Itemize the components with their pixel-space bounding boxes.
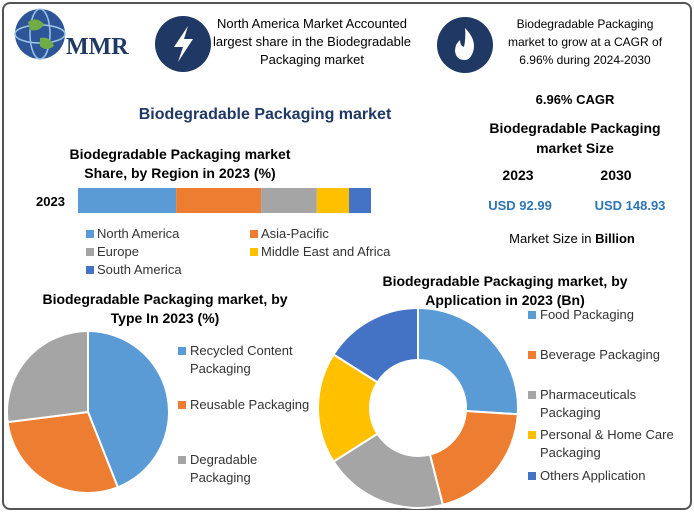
unit-prefix: Market Size in	[509, 231, 592, 246]
main-title: Biodegradable Packaging market	[138, 106, 392, 123]
legend-swatch	[528, 391, 536, 399]
info-text: North America Market Accounted largest s…	[212, 16, 412, 67]
chart-title: Biodegradable Packaging market Share, by…	[69, 146, 291, 181]
legend-swatch	[250, 248, 258, 256]
pie-slice	[87, 329, 170, 489]
pie-slice	[6, 329, 89, 424]
legend-swatch	[178, 456, 186, 464]
chart-title: Biodegradable Packaging market, by Appli…	[382, 273, 628, 308]
lightning-icon	[174, 26, 193, 62]
logo-globe	[14, 8, 66, 60]
chart-title: Biodegradable Packaging market, by Type …	[42, 291, 288, 326]
legend-swatch	[86, 230, 94, 238]
bar-segment	[316, 188, 350, 213]
legend-label: South America	[97, 262, 182, 277]
bar-segment	[349, 188, 371, 213]
donut-slice	[428, 409, 519, 507]
legend-label: Pharmaceuticals Packaging	[540, 387, 637, 420]
legend-label: Beverage Packaging	[540, 347, 660, 362]
legend-label: Recycled Content Packaging	[190, 343, 293, 376]
donut-slice	[332, 432, 445, 509]
y-tick-label: 2023	[36, 194, 65, 209]
flame-icon	[455, 28, 474, 60]
legend-label: Food Packaging	[540, 307, 634, 322]
legend-label: Reusable Packaging	[190, 397, 310, 412]
bar-segment	[78, 188, 177, 213]
legend-swatch	[528, 431, 536, 439]
size-value: USD 92.99	[488, 198, 552, 213]
logo-text: MMR	[66, 34, 129, 60]
legend-label: Degradable Packaging	[190, 452, 258, 485]
legend-swatch	[528, 351, 536, 359]
donut-slice	[332, 306, 419, 384]
info-text: Biodegradable Packaging market to grow a…	[507, 17, 663, 67]
legend-swatch	[528, 472, 536, 480]
legend-label: Others Application	[540, 468, 646, 483]
legend-swatch	[528, 311, 536, 319]
cagr: 6.96% CAGR	[535, 92, 615, 107]
legend-label: Asia-Pacific	[261, 226, 329, 241]
legend-swatch	[250, 230, 258, 238]
year: 2023	[502, 167, 534, 183]
legend-label: Europe	[97, 244, 139, 259]
legend-label: Middle East and Africa	[261, 244, 391, 259]
legend-label: Personal & Home Care Packaging	[540, 427, 674, 460]
legend-swatch	[178, 347, 186, 355]
legend-label: North America	[97, 226, 180, 241]
bar-segment	[261, 188, 317, 213]
unit-note: Market Size in Billion	[470, 231, 674, 246]
bar-segment	[176, 188, 262, 213]
legend-swatch	[86, 266, 94, 274]
legend-swatch	[86, 248, 94, 256]
year: 2030	[600, 167, 632, 183]
pie-slice	[6, 410, 120, 494]
size-value: USD 148.93	[594, 198, 666, 213]
legend-swatch	[178, 401, 186, 409]
size-title: Biodegradable Packaging market Size	[489, 120, 661, 156]
donut-slice	[417, 306, 519, 416]
unit: Billion	[595, 231, 635, 246]
